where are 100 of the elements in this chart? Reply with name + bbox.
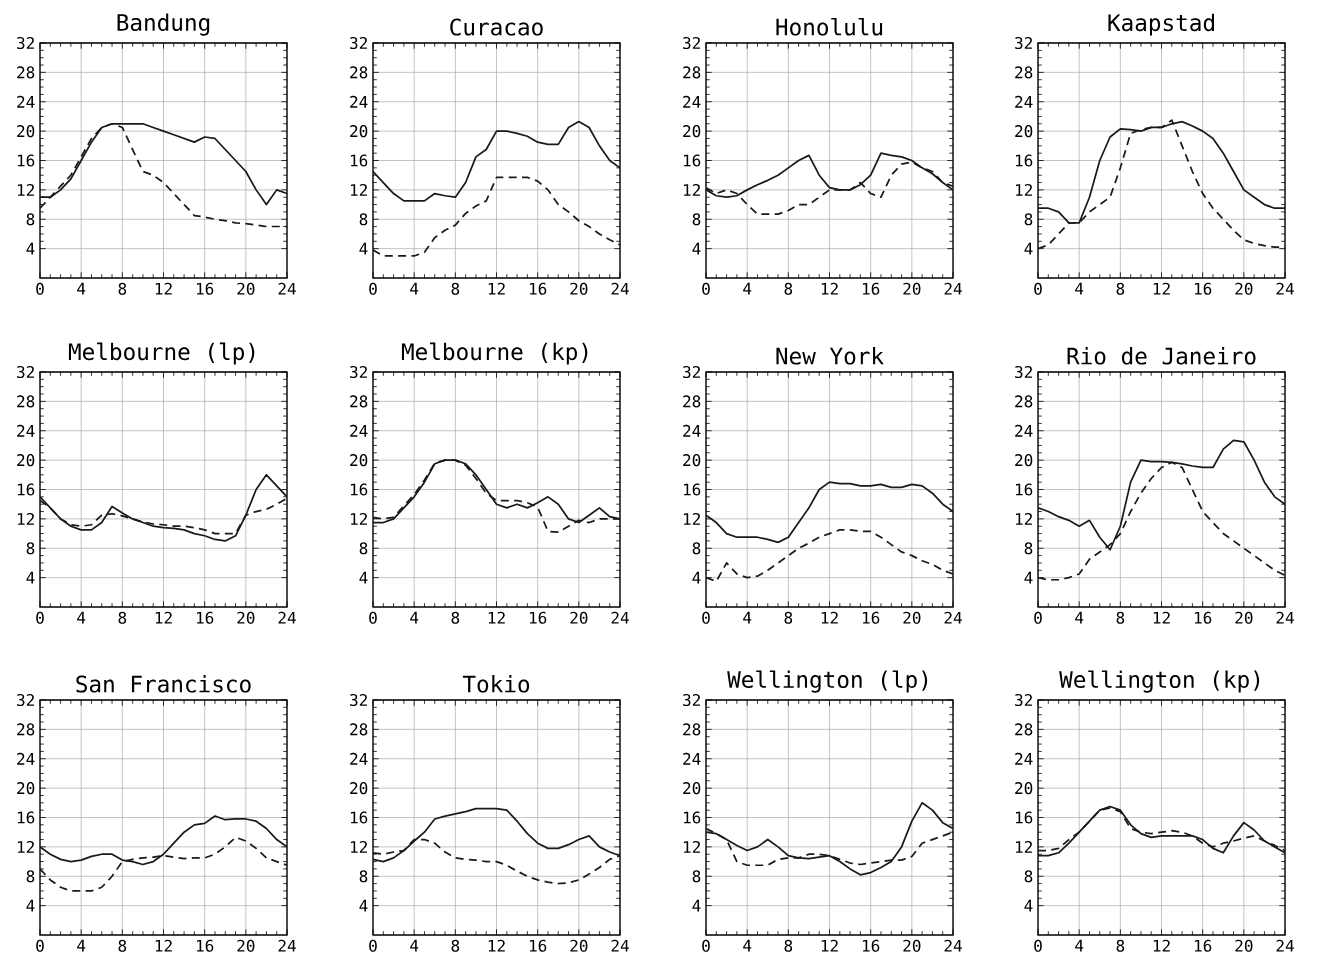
- x-tick-label: 8: [784, 611, 793, 624]
- x-tick-label: 20: [903, 939, 921, 952]
- y-tick-label: 20: [350, 125, 368, 138]
- y-tick-label: 12: [1015, 512, 1032, 525]
- y-tick-label: 32: [683, 365, 700, 379]
- x-tick-label: 4: [410, 939, 419, 952]
- x-tick-label: 12: [1153, 939, 1170, 952]
- y-tick-label: 32: [17, 36, 34, 50]
- y-tick-label: 4: [692, 242, 701, 255]
- y-tick-label: 12: [17, 512, 34, 525]
- x-tick-label: 4: [77, 939, 86, 952]
- x-tick-label: 12: [155, 939, 172, 952]
- x-tick-label: 16: [1194, 611, 1212, 624]
- y-tick-label: 16: [17, 811, 35, 824]
- y-tick-label: 4: [1024, 571, 1033, 584]
- y-tick-label: 4: [26, 571, 35, 584]
- x-tick-label: 8: [1116, 939, 1125, 952]
- y-tick-label: 12: [1015, 183, 1032, 196]
- x-tick-label: 0: [702, 939, 710, 952]
- x-tick-label: 8: [118, 939, 127, 952]
- y-tick-label: 28: [1015, 723, 1033, 736]
- y-tick-label: 8: [359, 870, 368, 883]
- y-tick-label: 12: [683, 183, 700, 196]
- y-tick-label: 16: [350, 483, 368, 496]
- x-tick-label: 16: [196, 282, 214, 295]
- y-tick-label: 12: [350, 512, 367, 525]
- y-tick-label: 24: [17, 95, 35, 108]
- y-tick-label: 4: [1024, 242, 1033, 255]
- y-tick-label: 4: [692, 571, 701, 584]
- chart-title: Wellington (kp): [1059, 670, 1260, 693]
- x-tick-label: 16: [196, 611, 214, 624]
- x-tick-label: 24: [1276, 282, 1294, 295]
- x-tick-label: 20: [570, 282, 588, 295]
- y-tick-label: 12: [683, 512, 700, 525]
- x-tick-label: 12: [155, 282, 172, 295]
- y-tick-label: 20: [683, 782, 701, 795]
- x-tick-label: 16: [862, 939, 880, 952]
- x-tick-label: 20: [237, 939, 255, 952]
- x-tick-label: 4: [1075, 611, 1084, 624]
- x-tick-label: 8: [451, 611, 460, 624]
- y-tick-label: 20: [683, 454, 701, 467]
- y-tick-label: 16: [1015, 483, 1033, 496]
- y-tick-label: 28: [1015, 66, 1033, 79]
- chart-title: Curacao: [450, 18, 543, 36]
- chart-title: Tokio: [462, 675, 530, 693]
- y-tick-label: 16: [1015, 154, 1033, 167]
- x-tick-label: 0: [1034, 611, 1042, 624]
- y-tick-label: 4: [359, 571, 368, 584]
- x-tick-label: 24: [278, 611, 296, 624]
- x-tick-label: 12: [821, 611, 838, 624]
- y-tick-label: 12: [350, 183, 367, 196]
- x-tick-label: 8: [784, 282, 793, 295]
- y-tick-label: 32: [1015, 365, 1032, 379]
- chart-title: Wellington (lp): [727, 670, 928, 693]
- x-tick-label: 8: [118, 611, 127, 624]
- x-tick-label: 16: [196, 939, 214, 952]
- y-tick-label: 28: [683, 723, 701, 736]
- x-tick-label: 0: [36, 282, 44, 295]
- x-tick-label: 8: [784, 939, 793, 952]
- x-tick-label: 12: [488, 611, 505, 624]
- y-tick-label: 8: [359, 213, 368, 226]
- x-tick-label: 24: [611, 611, 629, 624]
- x-tick-label: 16: [862, 282, 880, 295]
- x-tick-label: 24: [278, 282, 296, 295]
- y-tick-label: 16: [1015, 811, 1033, 824]
- chart-title: Honolulu: [776, 17, 883, 36]
- x-tick-label: 24: [278, 939, 296, 952]
- line-series: [1038, 119, 1286, 250]
- y-tick-label: 28: [683, 395, 701, 408]
- x-tick-label: 20: [237, 282, 255, 295]
- y-tick-label: 28: [350, 66, 368, 79]
- y-tick-label: 28: [17, 723, 35, 736]
- y-tick-label: 24: [1015, 752, 1033, 765]
- y-tick-label: 32: [1015, 693, 1032, 707]
- x-tick-label: 8: [118, 282, 127, 295]
- x-tick-label: 0: [36, 611, 44, 624]
- x-tick-label: 12: [488, 939, 505, 952]
- y-tick-label: 32: [683, 36, 700, 50]
- x-tick-label: 16: [862, 611, 880, 624]
- x-tick-label: 16: [529, 611, 547, 624]
- x-tick-label: 16: [1194, 282, 1212, 295]
- y-tick-label: 28: [1015, 395, 1033, 408]
- y-tick-label: 4: [26, 899, 35, 912]
- y-tick-label: 4: [359, 242, 368, 255]
- y-tick-label: 32: [683, 693, 700, 707]
- y-tick-label: 28: [350, 395, 368, 408]
- x-tick-label: 0: [369, 282, 377, 295]
- y-tick-label: 12: [17, 183, 34, 196]
- x-tick-label: 8: [451, 939, 460, 952]
- y-tick-label: 4: [692, 899, 701, 912]
- y-tick-label: 16: [17, 483, 35, 496]
- x-tick-label: 12: [821, 939, 838, 952]
- y-tick-label: 12: [17, 840, 34, 853]
- y-tick-label: 20: [350, 782, 368, 795]
- y-tick-label: 12: [683, 840, 700, 853]
- y-tick-label: 32: [350, 693, 367, 707]
- x-tick-label: 4: [410, 611, 419, 624]
- x-tick-label: 20: [903, 611, 921, 624]
- x-tick-label: 12: [155, 611, 172, 624]
- chart-title: Bandung: [117, 13, 210, 36]
